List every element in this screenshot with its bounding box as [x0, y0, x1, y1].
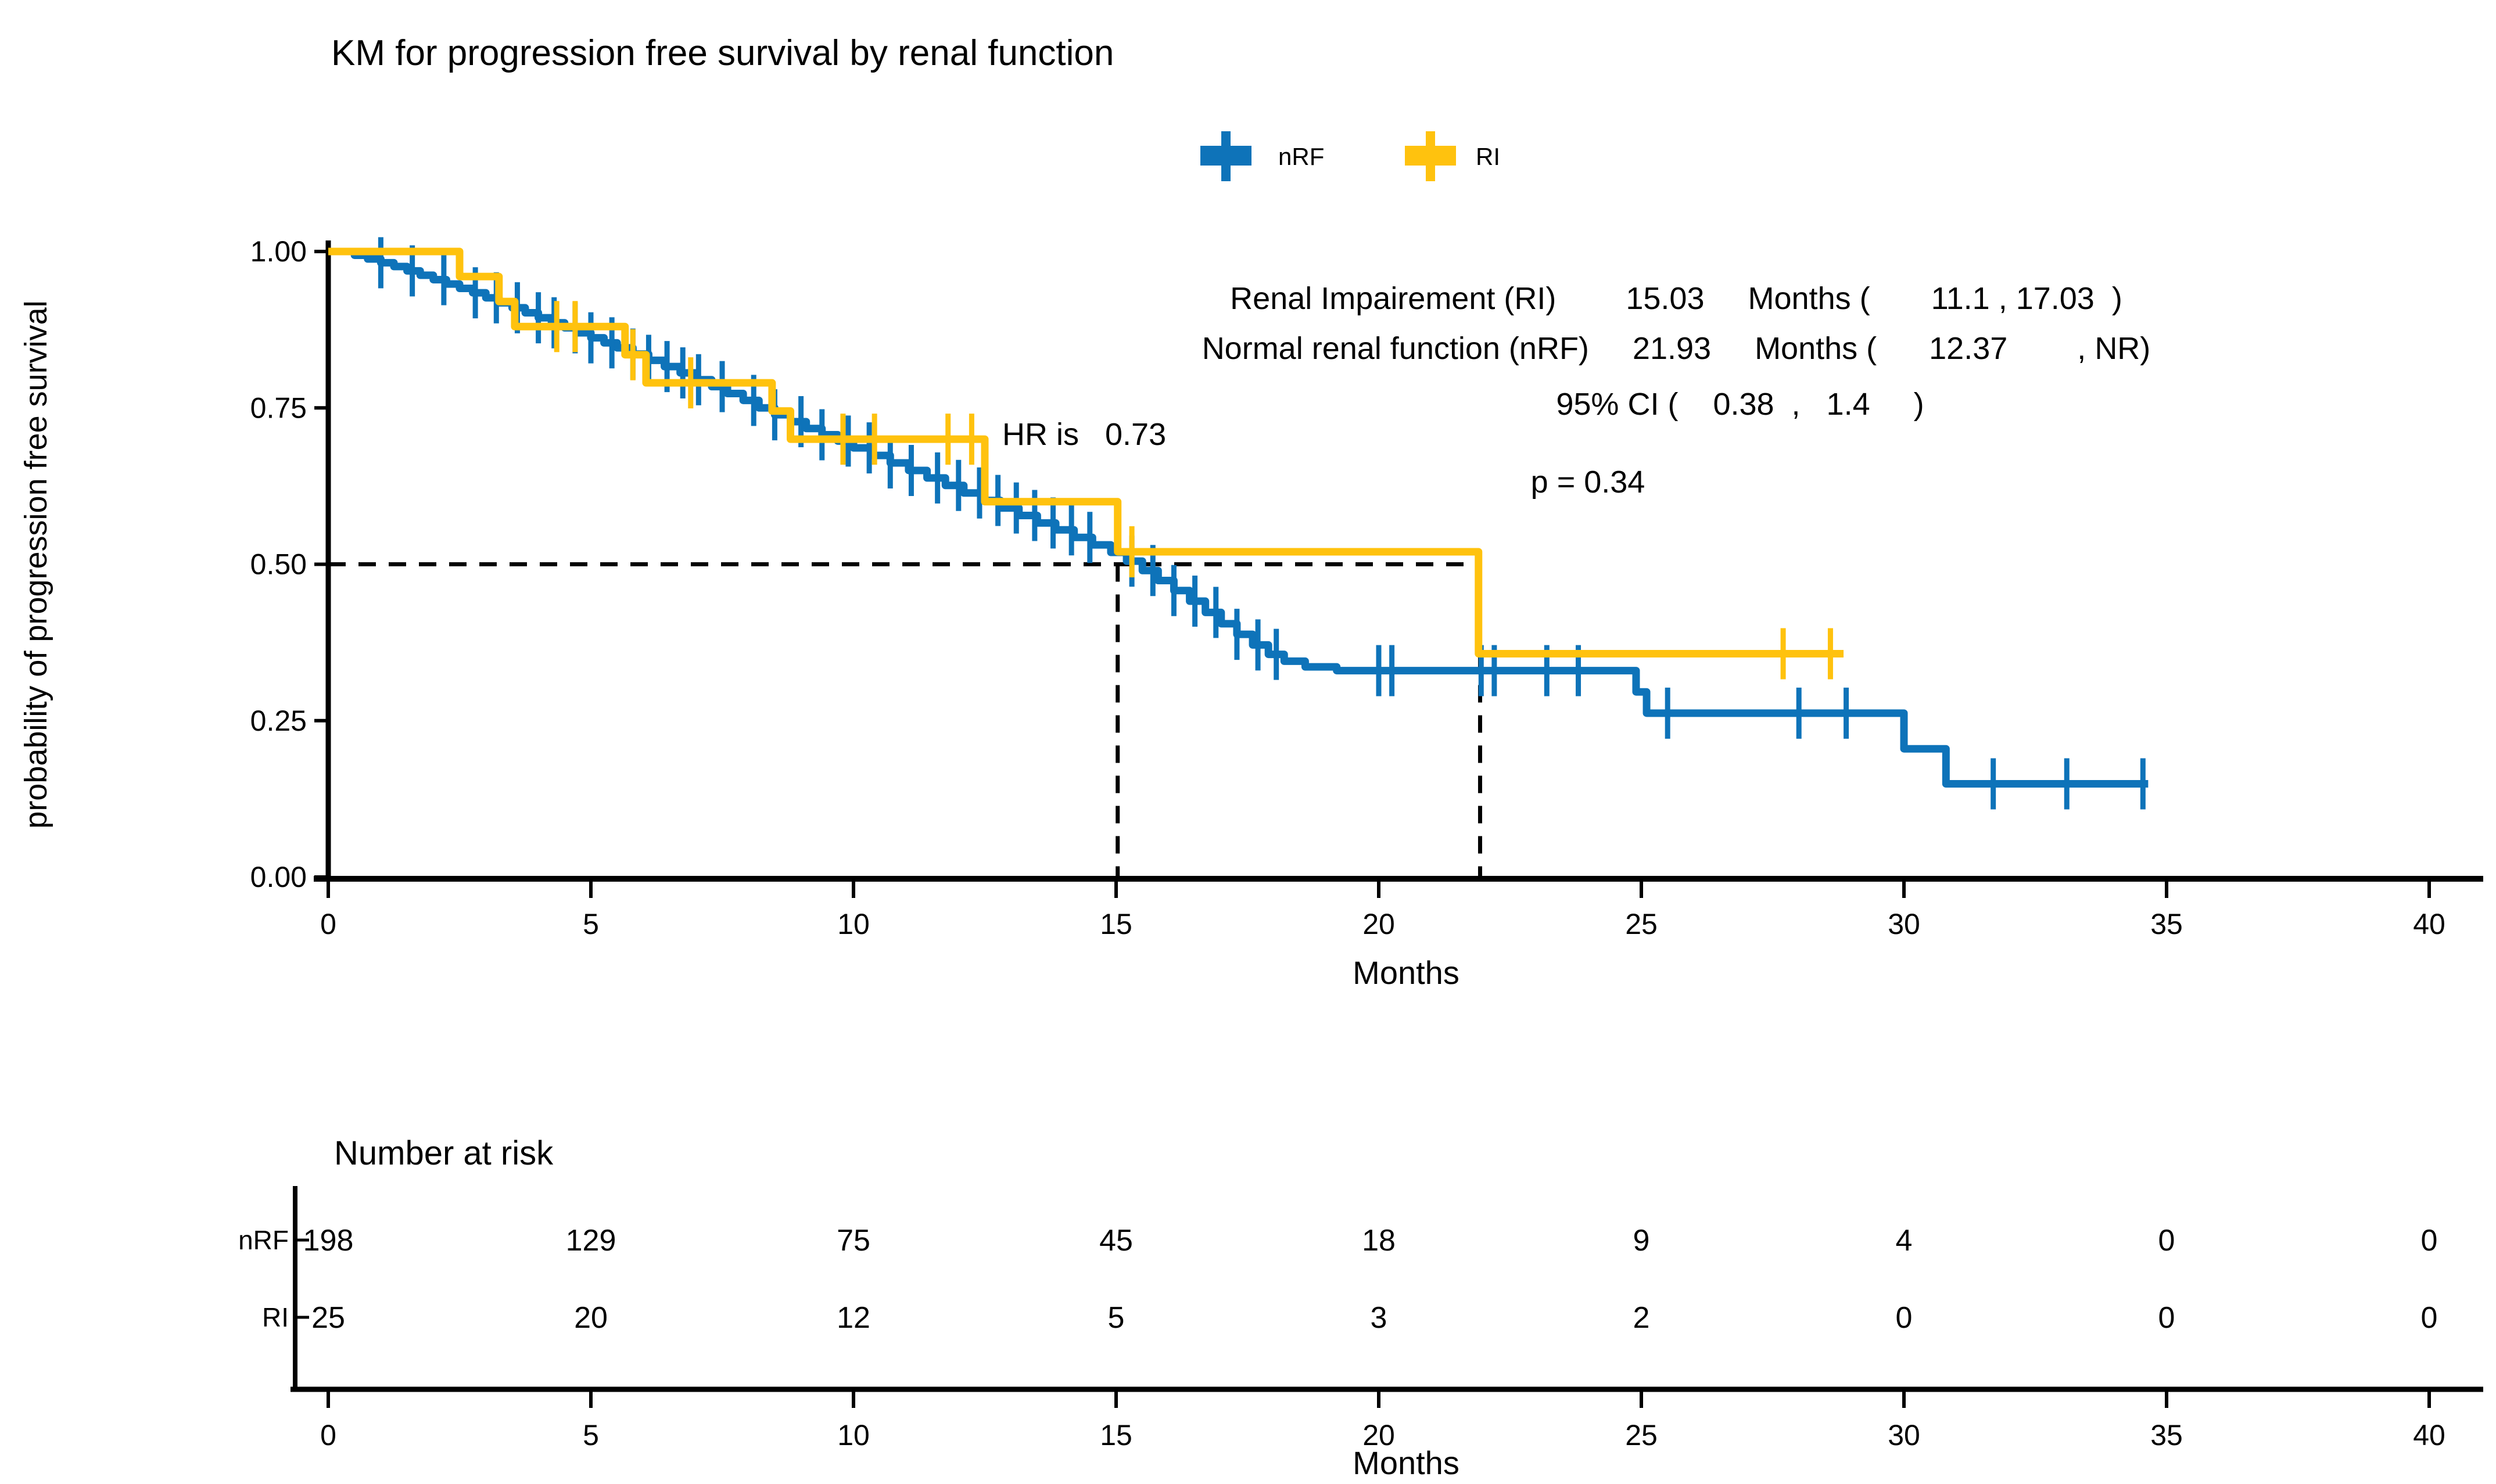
risk-value: 0	[2158, 1301, 2175, 1335]
chart-title: KM for progression free survival by rena…	[331, 33, 1114, 73]
risk-value: 5	[1108, 1301, 1125, 1335]
x-tick-label: 40	[2413, 908, 2445, 940]
risk-value: 0	[1896, 1301, 1913, 1335]
x-tick-label: 5	[583, 908, 599, 940]
risk-row-label-RI: RI	[262, 1302, 289, 1332]
annotation-ri-median: Renal Impairement (RI) 15.03 Months ( 11…	[1230, 281, 2122, 316]
risk-x-tick-label: 30	[1888, 1419, 1920, 1451]
risk-x-tick-label: 25	[1625, 1419, 1658, 1451]
legend-plus-icon	[1200, 146, 1251, 166]
risk-x-tick-label: 15	[1100, 1419, 1132, 1451]
x-tick-label: 0	[320, 908, 336, 940]
risk-x-tick-label: 35	[2150, 1419, 2183, 1451]
x-axis-label: Months	[1353, 954, 1459, 991]
x-tick-label: 20	[1362, 908, 1395, 940]
annotation-hr: HR is 0.73	[1002, 417, 1166, 452]
x-tick-label: 25	[1625, 908, 1658, 940]
risk-value: 0	[2158, 1224, 2175, 1257]
risk-table-heading: Number at risk	[334, 1134, 554, 1172]
x-tick-label: 35	[2150, 908, 2183, 940]
risk-value: 20	[574, 1301, 608, 1335]
risk-x-axis-label: Months	[1353, 1445, 1459, 1481]
risk-value: 18	[1362, 1224, 1396, 1257]
risk-x-tick-label: 0	[320, 1419, 336, 1451]
legend-label-RI: RI	[1476, 143, 1500, 170]
risk-value: 75	[837, 1224, 870, 1257]
annotation-ci: 95% CI ( 0.38 , 1.4 )	[1556, 387, 1924, 422]
risk-x-tick-label: 5	[583, 1419, 599, 1451]
risk-value: 25	[311, 1301, 345, 1335]
x-tick-label: 15	[1100, 908, 1132, 940]
risk-value: 0	[2421, 1224, 2438, 1257]
risk-value: 198	[303, 1224, 354, 1257]
y-tick-label: 1.00	[250, 235, 307, 268]
y-axis-label: probability of progression free survival	[19, 300, 53, 828]
y-tick-label: 0.50	[250, 548, 307, 581]
x-tick-label: 30	[1888, 908, 1920, 940]
annotation-pvalue: p = 0.34	[1531, 465, 1645, 500]
risk-value: 9	[1633, 1224, 1650, 1257]
axes: 1.00 0.75 0.50 0.25 0.00 0 5 10 15 20 25 30 35 40	[250, 235, 2483, 940]
risk-value: 2	[1633, 1301, 1650, 1335]
y-tick-label: 0.25	[250, 705, 307, 737]
risk-x-tick-label: 10	[837, 1419, 870, 1451]
risk-x-tick-label: 40	[2413, 1419, 2445, 1451]
risk-value: 3	[1371, 1301, 1387, 1335]
y-tick-label: 0.75	[250, 391, 307, 424]
y-tick-label: 0.00	[250, 861, 307, 893]
legend: nRF RI	[1200, 131, 1500, 181]
legend-label-nRF: nRF	[1278, 143, 1324, 170]
risk-value: 12	[837, 1301, 870, 1335]
risk-row-label-nRF: nRF	[238, 1225, 289, 1255]
risk-value: 129	[566, 1224, 616, 1257]
legend-plus-icon	[1405, 146, 1456, 166]
x-tick-label: 10	[837, 908, 870, 940]
risk-value: 45	[1099, 1224, 1133, 1257]
median-guides	[328, 562, 1482, 879]
risk-value: 4	[1896, 1224, 1913, 1257]
survival-curves	[328, 237, 2149, 810]
risk-x-tick-label: 20	[1362, 1419, 1395, 1451]
km-curve-RI	[328, 247, 1844, 658]
risk-value: 0	[2421, 1301, 2438, 1335]
annotation-nrf-median: Normal renal function (nRF) 21.93 Months…	[1202, 331, 2151, 366]
